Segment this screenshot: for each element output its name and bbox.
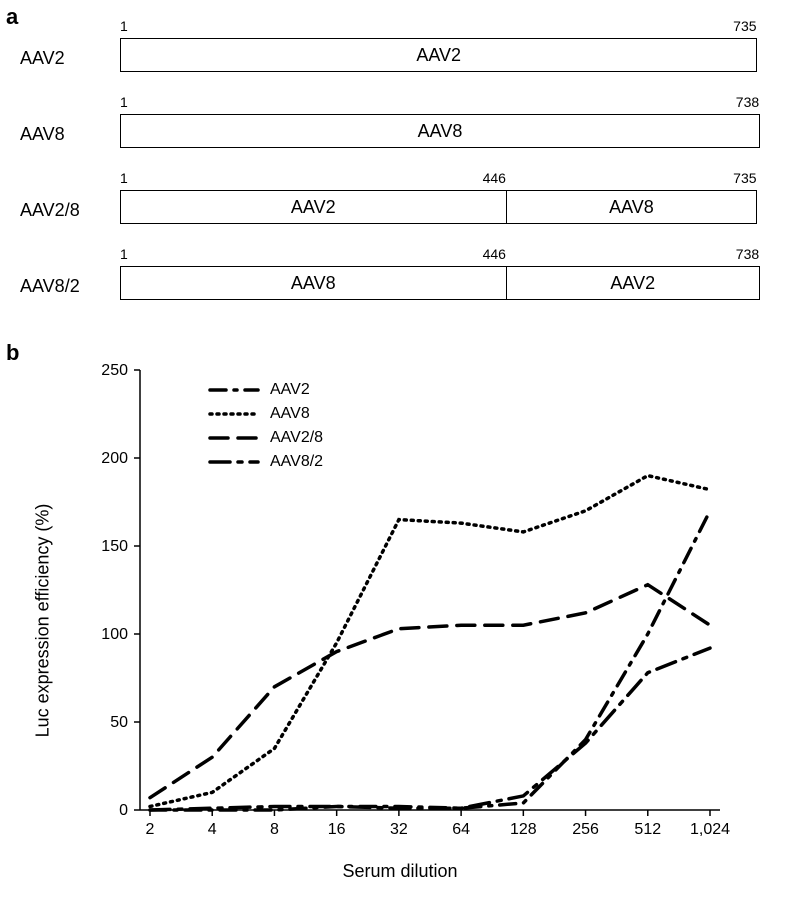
position-label: 738	[736, 246, 759, 262]
construct-bar: AAV8AAV2	[120, 266, 760, 300]
panel-b-label: b	[6, 340, 19, 366]
x-axis-title: Serum dilution	[30, 861, 770, 882]
construct-segment: AAV8	[507, 191, 757, 223]
y-tick-label: 0	[119, 802, 128, 819]
y-tick-label: 250	[101, 362, 128, 379]
y-axis-title: Luc expression efficiency (%)	[33, 503, 54, 737]
x-tick-label: 2	[146, 821, 155, 838]
construct-segment: AAV8	[121, 115, 759, 147]
legend-item: AAV8/2	[208, 450, 323, 474]
line-chart-svg: 0 50 100 150 200 250 2 4 8 16 32 64 128 256 512 1,024	[30, 350, 770, 890]
construct-segment: AAV2	[507, 267, 759, 299]
legend-label: AAV8/2	[270, 453, 323, 471]
x-tick-label: 128	[510, 821, 537, 838]
construct-row: AAV2/8 AAV2AAV8 1 446 735	[20, 172, 790, 230]
construct-row-label: AAV2/8	[20, 200, 106, 221]
panel-b-chart: Luc expression efficiency (%) 0 50 100 150 2…	[30, 350, 770, 890]
position-label: 1	[120, 94, 128, 110]
position-label: 735	[733, 170, 756, 186]
position-label: 446	[483, 170, 506, 186]
construct-segment: AAV2	[121, 39, 756, 71]
legend-item: AAV2/8	[208, 426, 323, 450]
construct-row: AAV8/2 AAV8AAV2 1 446 738	[20, 248, 790, 306]
series-line	[150, 476, 710, 807]
legend-item: AAV2	[208, 378, 323, 402]
position-label: 1	[120, 246, 128, 262]
panel-a-constructs: AAV2AAV21735AAV8AAV81738AAV2/8AAV2AAV814…	[20, 20, 790, 324]
construct-bar: AAV2	[120, 38, 757, 72]
y-tick-label: 150	[101, 538, 128, 555]
position-label: 446	[483, 246, 506, 262]
position-label: 738	[736, 94, 759, 110]
x-tick-label: 1,024	[690, 821, 730, 838]
x-tick-label: 256	[572, 821, 599, 838]
y-tick-label: 200	[101, 450, 128, 467]
construct-row-label: AAV2	[20, 48, 106, 69]
legend-item: AAV8	[208, 402, 323, 426]
position-label: 1	[120, 170, 128, 186]
legend-swatch	[208, 426, 260, 450]
panel-a-label: a	[6, 4, 18, 30]
legend-swatch	[208, 378, 260, 402]
y-tick-label: 50	[110, 714, 128, 731]
construct-row-label: AAV8/2	[20, 276, 106, 297]
legend-label: AAV2/8	[270, 429, 323, 447]
legend-swatch	[208, 450, 260, 474]
legend-swatch	[208, 402, 260, 426]
legend-label: AAV8	[270, 405, 310, 423]
x-tick-label: 4	[208, 821, 217, 838]
x-tick-label: 512	[634, 821, 661, 838]
position-label: 735	[733, 18, 756, 34]
y-axis-title-wrap: Luc expression efficiency (%)	[30, 350, 56, 890]
series-line	[150, 511, 710, 810]
construct-segment: AAV2	[121, 191, 507, 223]
construct-row-label: AAV8	[20, 124, 106, 145]
y-tick-label: 100	[101, 626, 128, 643]
chart-legend: AAV2 AAV8 AAV2/8 AAV8/2	[208, 378, 323, 474]
construct-row: AAV8 AAV8 1 738	[20, 96, 790, 154]
legend-label: AAV2	[270, 381, 310, 399]
construct-bar: AAV8	[120, 114, 760, 148]
series-line	[150, 585, 710, 798]
construct-row: AAV2 AAV2 1 735	[20, 20, 790, 78]
x-tick-label: 16	[328, 821, 346, 838]
x-tick-label: 32	[390, 821, 408, 838]
x-tick-label: 8	[270, 821, 279, 838]
position-label: 1	[120, 18, 128, 34]
construct-bar: AAV2AAV8	[120, 190, 757, 224]
x-tick-label: 64	[452, 821, 470, 838]
construct-segment: AAV8	[121, 267, 507, 299]
